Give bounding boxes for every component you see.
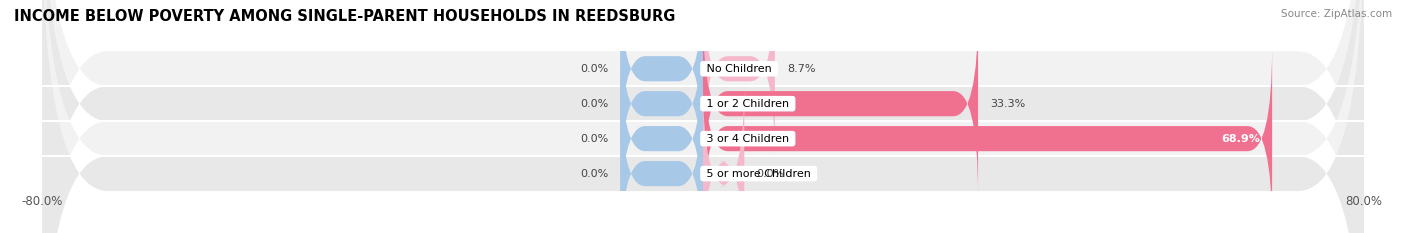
Text: Source: ZipAtlas.com: Source: ZipAtlas.com xyxy=(1281,9,1392,19)
Text: 5 or more Children: 5 or more Children xyxy=(703,169,814,178)
FancyBboxPatch shape xyxy=(42,0,1364,233)
Text: 0.0%: 0.0% xyxy=(579,99,607,109)
Text: 0.0%: 0.0% xyxy=(756,169,785,178)
Text: No Children: No Children xyxy=(703,64,775,74)
Text: 33.3%: 33.3% xyxy=(990,99,1026,109)
FancyBboxPatch shape xyxy=(703,0,775,161)
Text: INCOME BELOW POVERTY AMONG SINGLE-PARENT HOUSEHOLDS IN REEDSBURG: INCOME BELOW POVERTY AMONG SINGLE-PARENT… xyxy=(14,9,675,24)
Text: 0.0%: 0.0% xyxy=(579,169,607,178)
Text: 68.9%: 68.9% xyxy=(1220,134,1260,144)
FancyBboxPatch shape xyxy=(620,0,703,161)
Text: 0.0%: 0.0% xyxy=(579,134,607,144)
Text: 1 or 2 Children: 1 or 2 Children xyxy=(703,99,793,109)
FancyBboxPatch shape xyxy=(42,0,1364,233)
FancyBboxPatch shape xyxy=(703,11,979,196)
FancyBboxPatch shape xyxy=(620,81,703,233)
FancyBboxPatch shape xyxy=(703,81,744,233)
FancyBboxPatch shape xyxy=(42,0,1364,233)
FancyBboxPatch shape xyxy=(703,46,1272,231)
Text: 8.7%: 8.7% xyxy=(787,64,815,74)
Text: 3 or 4 Children: 3 or 4 Children xyxy=(703,134,793,144)
FancyBboxPatch shape xyxy=(620,11,703,196)
FancyBboxPatch shape xyxy=(42,0,1364,233)
FancyBboxPatch shape xyxy=(620,46,703,231)
Text: 0.0%: 0.0% xyxy=(579,64,607,74)
